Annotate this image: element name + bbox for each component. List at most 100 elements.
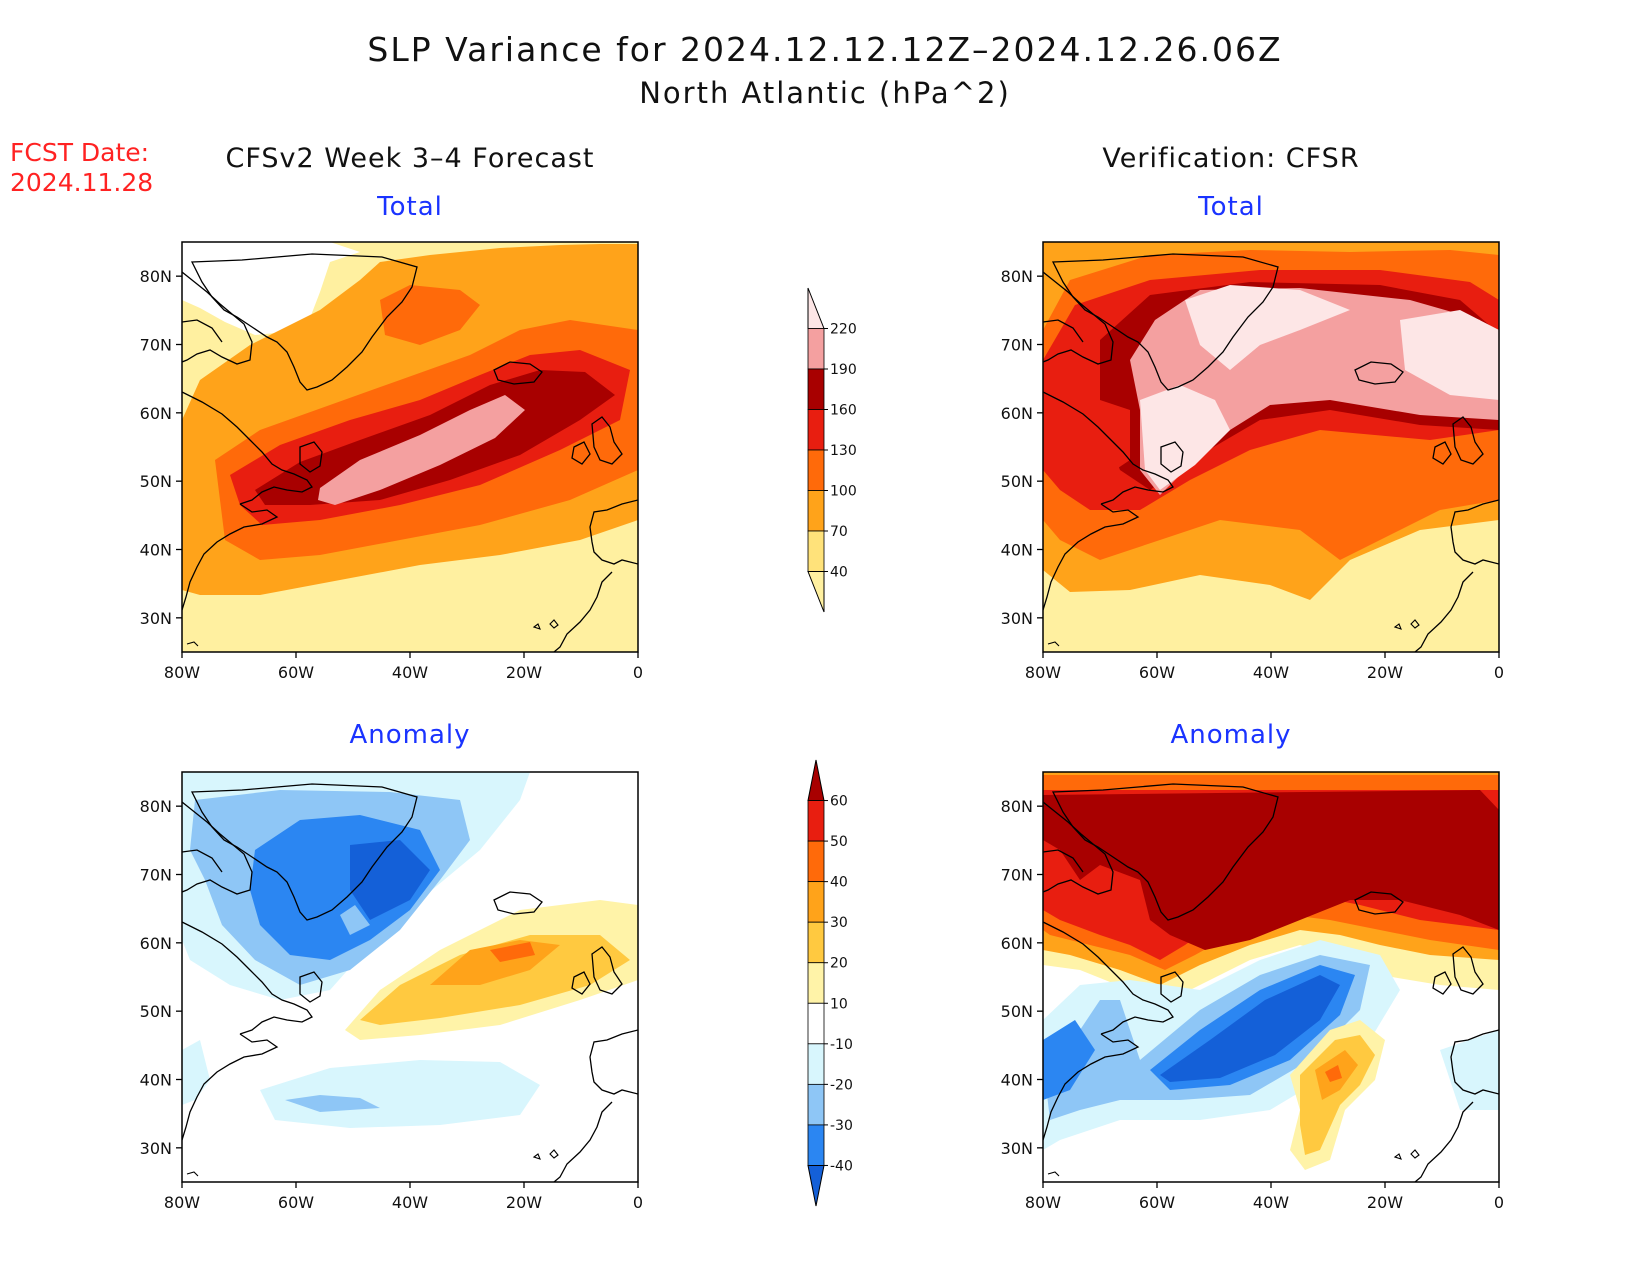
lon-tick-label: 20W — [506, 1193, 542, 1212]
colorbar-label: 60 — [830, 794, 848, 810]
lat-tick-label: 40N — [140, 541, 172, 560]
colorbar-bin — [807, 1083, 825, 1126]
anomaly-below-neg-40 — [350, 840, 430, 920]
colorbar-label: 20 — [830, 956, 848, 972]
colorbar-label: 70 — [830, 524, 848, 540]
lat-tick-label: 60N — [1001, 404, 1033, 423]
lat-tick-label: 30N — [1001, 609, 1033, 628]
lat-tick-label: 70N — [140, 336, 172, 355]
lon-tick-label: 60W — [278, 1193, 314, 1212]
colorbar-label: 30 — [830, 915, 848, 931]
colorbar-bin — [807, 1043, 825, 1085]
lat-tick-label: 40N — [1001, 1071, 1033, 1090]
forecast-total-map: 80W 60W 40W 20W 0 80N 70N 60N 50N 40N 30N — [140, 241, 643, 682]
lat-tick-label: 50N — [140, 472, 172, 491]
lat-tick-label: 60N — [140, 404, 172, 423]
colorbar-bin — [807, 368, 825, 410]
lon-tick-label: 0 — [633, 1193, 643, 1212]
colorbar-label: 160 — [830, 403, 857, 419]
lon-tick-label: 40W — [392, 1193, 428, 1212]
colorbar-bin — [807, 962, 825, 1004]
lat-tick-label: 30N — [1001, 1139, 1033, 1158]
lat-tick-label: 60N — [140, 934, 172, 953]
lon-tick-label: 40W — [1253, 663, 1289, 682]
colorbar-bin — [807, 490, 825, 532]
lat-tick-label: 70N — [140, 866, 172, 885]
lon-tick-label: 60W — [1139, 1193, 1175, 1212]
variance-above-220-east — [1400, 310, 1499, 400]
colorbar-label: 100 — [830, 484, 857, 500]
lat-tick-label: 60N — [1001, 934, 1033, 953]
lon-tick-label: 40W — [1253, 1193, 1289, 1212]
forecast-anomaly-title: Anomaly — [349, 720, 471, 750]
lon-tick-label: 80W — [164, 663, 200, 682]
colorbar-bin — [807, 328, 825, 370]
colorbar-label: -20 — [830, 1077, 853, 1093]
lon-tick-label: 0 — [1494, 663, 1504, 682]
anomaly-neg-30-40-west — [1043, 1020, 1095, 1100]
verification-anomaly-map: 80W 60W 40W 20W 0 80N 70N 60N 50N 40N 30N — [1001, 771, 1504, 1212]
lon-tick-label: 0 — [1494, 1193, 1504, 1212]
colorbar-label: 220 — [830, 322, 857, 338]
lon-tick-label: 60W — [1139, 663, 1175, 682]
colorbar-label: 40 — [830, 565, 848, 581]
colorbar-bin — [807, 1002, 825, 1045]
lat-tick-label: 50N — [1001, 1002, 1033, 1021]
variance-above-220-north — [1185, 285, 1350, 370]
forecast-anomaly-map: 80W 60W 40W 20W 0 80N 70N 60N 50N 40N 30N — [140, 771, 643, 1212]
anomaly-40-50 — [490, 942, 535, 962]
figure-subtitle: North Atlantic (hPa^2) — [639, 76, 1011, 110]
anomaly-neg-10-20-west — [182, 1040, 210, 1105]
lat-tick-label: 80N — [140, 267, 172, 286]
total-colorbar: 40 70 100 130 160 190 220 — [807, 287, 857, 613]
colorbar-bin — [807, 881, 825, 923]
colorbar-bin — [807, 409, 825, 451]
lon-tick-label: 20W — [1367, 663, 1403, 682]
colorbar-label: 190 — [830, 362, 857, 378]
colorbar-bin — [807, 921, 825, 964]
colorbar-bottom-cap — [807, 571, 825, 613]
anomaly-colorbar: -40 -30 -20 -10 10 20 30 40 50 60 — [807, 759, 853, 1207]
forecast-column-title: CFSv2 Week 3–4 Forecast — [225, 143, 595, 174]
colorbar-label: -30 — [830, 1118, 853, 1134]
figure-title: SLP Variance for 2024.12.12.12Z–2024.12.… — [367, 30, 1283, 69]
variance-above-220-south — [1140, 385, 1230, 490]
colorbar-top-cap — [807, 759, 825, 802]
colorbar-label: -40 — [830, 1158, 853, 1174]
lat-tick-label: 50N — [1001, 472, 1033, 491]
colorbar-label: 50 — [830, 834, 848, 850]
forecast-date-label: FCST Date: — [10, 138, 150, 167]
verification-total-title: Total — [1198, 192, 1264, 222]
colorbar-bin — [807, 530, 825, 572]
colorbar-top-cap — [807, 287, 825, 329]
anomaly-above-60 — [1043, 790, 1499, 950]
lon-tick-label: 80W — [1025, 1193, 1061, 1212]
colorbar-label: 40 — [830, 875, 848, 891]
verification-anomaly-title: Anomaly — [1170, 720, 1292, 750]
variance-130-160-west — [1070, 400, 1130, 480]
colorbar-bottom-cap — [807, 1164, 825, 1207]
lat-tick-label: 30N — [140, 1139, 172, 1158]
lon-tick-label: 0 — [633, 663, 643, 682]
variance-100-130-north — [380, 285, 480, 345]
lon-tick-label: 40W — [392, 663, 428, 682]
verification-column-title: Verification: CFSR — [1102, 143, 1360, 174]
colorbar-label: -10 — [830, 1037, 853, 1053]
lon-tick-label: 20W — [506, 663, 542, 682]
colorbar-bin — [807, 449, 825, 491]
anomaly-40-50-south — [1325, 1065, 1342, 1082]
colorbar-label: 130 — [830, 443, 857, 459]
anomaly-neg-20-30-south — [285, 1095, 380, 1112]
lat-tick-label: 70N — [1001, 336, 1033, 355]
lat-tick-label: 70N — [1001, 866, 1033, 885]
colorbar-label: 10 — [830, 996, 848, 1012]
forecast-date-value: 2024.11.28 — [10, 168, 154, 197]
lon-tick-label: 80W — [1025, 663, 1061, 682]
colorbar-bin — [807, 1124, 825, 1166]
lat-tick-label: 40N — [1001, 541, 1033, 560]
lat-tick-label: 40N — [140, 1071, 172, 1090]
anomaly-below-neg-40 — [1160, 975, 1340, 1082]
lat-tick-label: 50N — [140, 1002, 172, 1021]
forecast-total-title: Total — [377, 192, 443, 222]
